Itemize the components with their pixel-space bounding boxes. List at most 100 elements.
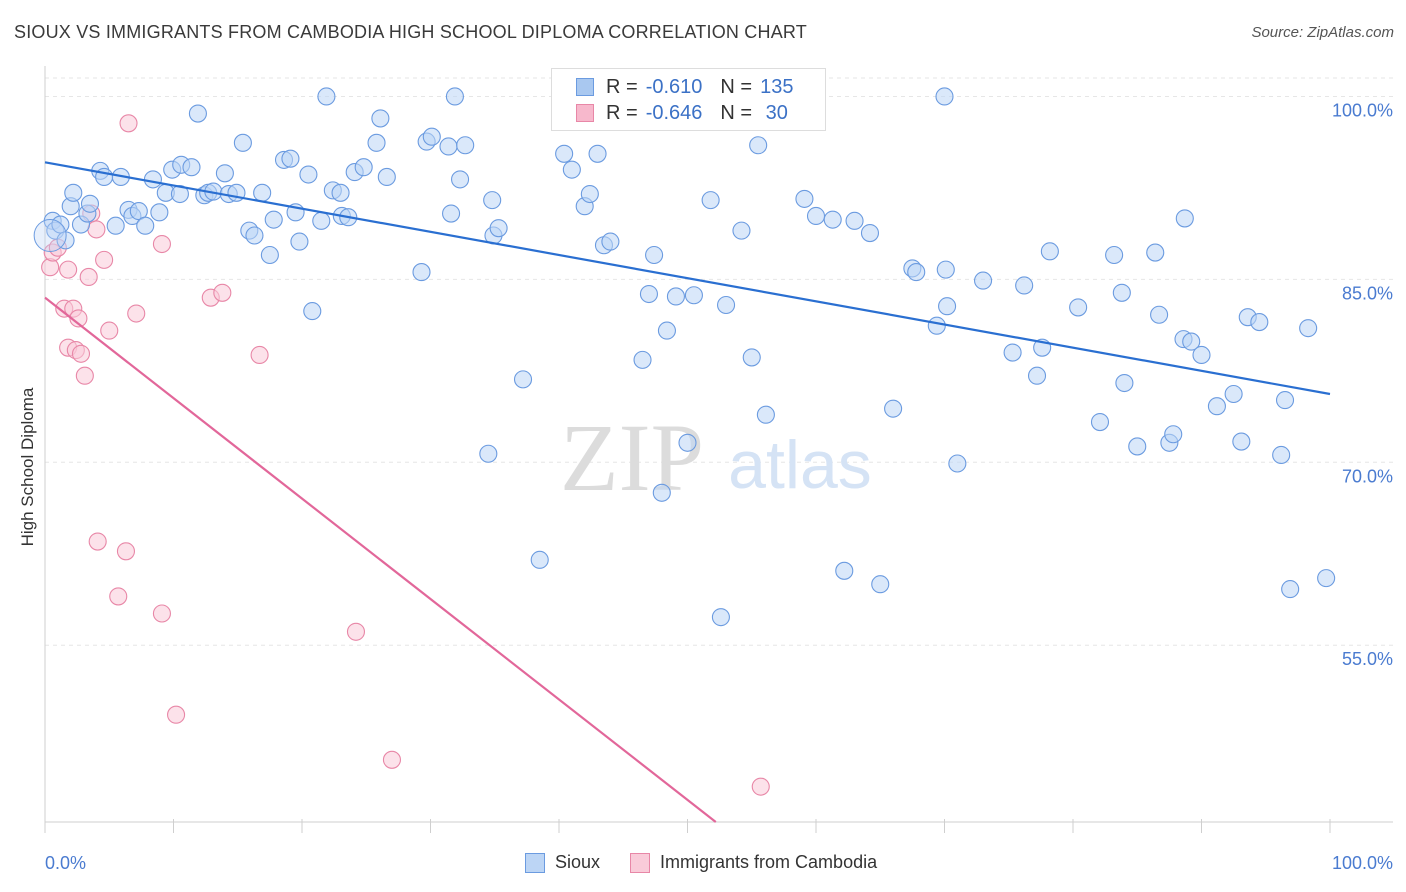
sioux-point xyxy=(684,286,703,305)
sioux-point xyxy=(845,211,864,230)
sioux-point xyxy=(562,160,581,179)
sioux-point xyxy=(182,158,201,177)
sioux-point xyxy=(312,211,331,230)
series-cambodia-points xyxy=(41,114,770,796)
sioux-point xyxy=(136,216,155,235)
sioux-point xyxy=(233,133,252,152)
cambodia-point xyxy=(127,304,146,323)
legend-row-sioux: R = -0.610 N = 135 xyxy=(576,75,793,99)
sioux-point xyxy=(732,221,751,240)
sioux-point xyxy=(1281,580,1300,599)
cambodia-point xyxy=(213,283,232,302)
sioux-point xyxy=(215,164,234,183)
sioux-point xyxy=(1115,373,1134,393)
watermark-zip: ZIP xyxy=(560,404,704,511)
sioux-point xyxy=(1150,305,1169,324)
axes xyxy=(44,66,1393,833)
sioux-point xyxy=(1146,243,1165,262)
legend-label-cambodia: Immigrants from Cambodia xyxy=(660,852,878,872)
sioux-point xyxy=(1090,413,1110,432)
legend-n-value: 135 xyxy=(760,75,794,98)
legend-r-label: R = xyxy=(606,101,638,124)
sioux-point xyxy=(927,316,946,335)
sioux-point xyxy=(1317,569,1336,588)
sioux-point xyxy=(711,608,730,627)
sioux-point xyxy=(806,206,826,226)
sioux-point xyxy=(188,104,207,123)
cambodia-trend-line xyxy=(44,296,717,823)
sioux-point xyxy=(489,219,508,238)
sioux-point xyxy=(871,575,890,594)
sioux-point xyxy=(657,321,676,340)
sioux-trend-line xyxy=(44,161,1331,396)
sioux-point xyxy=(884,399,903,418)
sioux-point xyxy=(317,87,336,106)
sioux-point xyxy=(513,370,533,389)
y-tick-label: 85.0% xyxy=(1342,283,1393,303)
cambodia-point xyxy=(167,705,186,724)
sioux-point xyxy=(749,136,768,155)
cambodia-point xyxy=(59,260,78,279)
cambodia-point xyxy=(41,258,60,277)
sioux-point xyxy=(1192,345,1211,365)
legend-n-label: N = xyxy=(720,101,753,124)
series-sioux-points xyxy=(33,87,1336,627)
sioux-point xyxy=(860,224,880,243)
cambodia-point xyxy=(109,587,128,606)
trend-lines xyxy=(44,161,1331,823)
cambodia-point xyxy=(152,604,171,623)
legend-swatch-cambodia xyxy=(630,852,651,873)
sioux-point xyxy=(1027,366,1047,385)
cambodia-point xyxy=(95,250,114,269)
legend-r-value: -0.646 xyxy=(645,101,703,124)
sioux-point xyxy=(823,210,842,229)
sioux-point xyxy=(795,189,814,208)
chart-title: SIOUX VS IMMIGRANTS FROM CAMBODIA HIGH S… xyxy=(14,22,807,42)
sioux-point xyxy=(1040,242,1059,261)
sioux-point xyxy=(530,550,549,569)
sioux-point xyxy=(756,405,775,424)
sioux-point xyxy=(645,245,664,265)
sioux-point xyxy=(371,109,390,128)
legend-label-sioux: Sioux xyxy=(555,852,601,872)
cambodia-point xyxy=(79,267,98,286)
legend-swatch-cambodia xyxy=(576,104,594,122)
cambodia-point xyxy=(346,622,366,641)
sioux-point xyxy=(143,170,162,189)
sioux-point xyxy=(701,191,720,210)
sioux-point xyxy=(377,167,396,187)
sioux-point xyxy=(973,271,993,290)
sioux-point xyxy=(633,350,652,369)
sioux-point xyxy=(1128,437,1147,456)
sioux-point-cluster xyxy=(33,218,67,252)
sioux-point xyxy=(948,454,967,473)
sioux-point xyxy=(1250,313,1269,332)
sioux-point xyxy=(588,144,607,163)
sioux-point xyxy=(601,232,620,251)
series-legend: Sioux Immigrants from Cambodia xyxy=(525,852,907,873)
y-tick-label: 100.0% xyxy=(1332,100,1393,120)
sioux-point xyxy=(1112,283,1131,302)
legend-r-label: R = xyxy=(606,75,638,98)
sioux-point xyxy=(555,144,574,163)
stats-legend: R = -0.610 N = 135 R = -0.646 N = 30 xyxy=(551,68,826,131)
sioux-point xyxy=(1164,425,1183,444)
sioux-point xyxy=(264,210,283,229)
y-tick-label: 55.0% xyxy=(1342,649,1393,669)
cambodia-point xyxy=(116,542,136,561)
legend-item-cambodia: Immigrants from Cambodia xyxy=(630,852,877,873)
sioux-point xyxy=(1232,432,1251,451)
grid-lines xyxy=(45,77,1393,646)
cambodia-point xyxy=(152,234,171,254)
sioux-point xyxy=(354,158,373,177)
legend-swatch-sioux xyxy=(525,852,545,873)
sioux-point xyxy=(1105,245,1124,265)
sioux-point xyxy=(935,87,954,106)
legend-row-cambodia: R = -0.646 N = 30 xyxy=(576,101,788,125)
sioux-point xyxy=(835,561,854,580)
sioux-point xyxy=(483,191,502,210)
sioux-point xyxy=(479,444,498,463)
sioux-point xyxy=(456,136,475,155)
sioux-point xyxy=(716,295,736,315)
